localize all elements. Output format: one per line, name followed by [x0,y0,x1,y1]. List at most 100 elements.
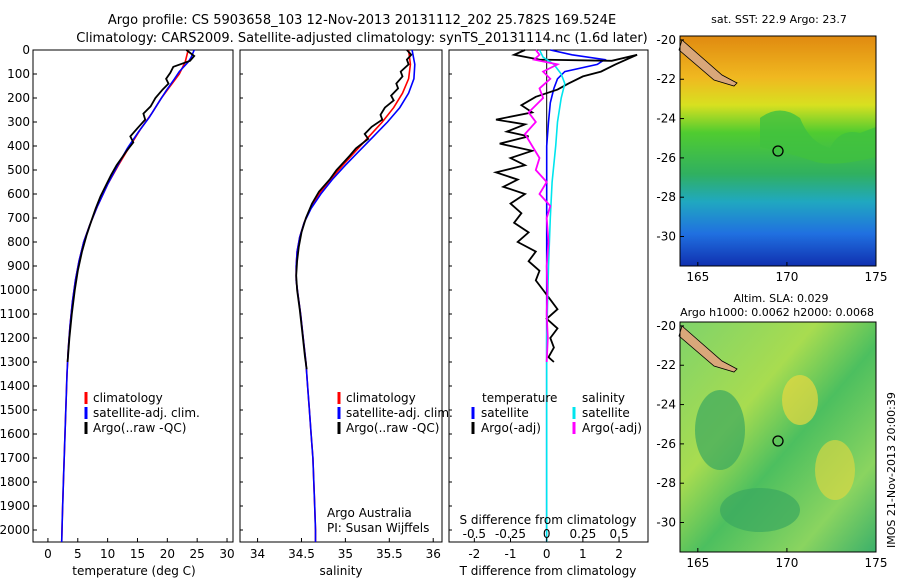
sst-argo-float-marker [772,145,784,157]
x-tick-label: 20 [160,547,175,561]
series-line-argo-raw-qc [66,49,196,363]
sla-map-axes: 165 170 175 -20 -22 -24 -26 -28 -30 [656,319,887,570]
temperature-panel: 0 5 10 15 20 25 300100200300400500600700800900… [0,43,235,578]
map-y-tick-label: -20 [656,33,676,47]
legend-climatology-label: climatology [346,391,416,405]
y-tick-label: 900 [7,259,30,273]
map-x-tick-label: 170 [775,556,798,570]
y-tick-label: 400 [7,139,30,153]
sla-high-anomaly [782,375,818,425]
s-tick-label: -0.25 [495,527,526,541]
sla-map-title-line1: Altim. SLA: 0.029 [733,292,828,305]
series-line-argo-raw-qc [295,49,413,370]
map-y-tick-label: -28 [656,476,676,490]
series-line-s-satellite [538,49,566,542]
salinity-axes: 34 34.5 35 35.5 36 [240,49,441,561]
x-tick-label: 34 [250,547,265,561]
temperature-xlabel: temperature (deg C) [72,564,195,578]
s-tick-label: 0 [543,527,551,541]
new-caledonia-island [678,39,738,87]
temperature-plot-area [60,49,196,543]
legend-s-argo-label: Argo(-adj) [582,421,642,435]
x-tick-label: 15 [130,547,145,561]
y-tick-label: 1800 [0,475,30,489]
series-line-satellite-adj-clim [60,49,195,543]
y-tick-label: 800 [7,235,30,249]
x-tick-label: 36 [426,547,441,561]
salinity-annotation-line1: Argo Australia [327,506,412,520]
sst-map-frame [679,35,877,267]
legend-t-satellite-label: satellite [481,406,529,420]
difference-xlabel: T difference from climatology [459,564,637,578]
x-tick-label: 25 [190,547,205,561]
s-tick-label: 0.5 [610,527,629,541]
series-line-climatology [60,49,189,543]
sla-map-title-line2: Argo h1000: 0.0062 h2000: 0.0068 [680,306,874,319]
imos-timestamp: IMOS 21-Nov-2013 20:00:39 [885,392,898,548]
y-tick-label: 1300 [0,355,30,369]
y-tick-label: 1900 [0,499,30,513]
s-tick-label: -0.5 [463,527,486,541]
y-tick-label: 1400 [0,379,30,393]
map-y-tick-label: -22 [656,358,676,372]
difference-panel: -2 -1 0 1 2 -0.5 -0.25 0 0.25 0.5 temperature sal… [448,49,649,578]
figure-title-line1: Argo profile: CS 5903658_103 12-Nov-2013… [108,13,616,28]
difference-top-xlabel: S difference from climatology [460,513,637,527]
temperature-axes: 0 5 10 15 20 25 300100200300400500600700800900… [0,43,235,561]
map-y-tick-label: -22 [656,72,676,86]
y-tick-label: 1500 [0,403,30,417]
salinity-xlabel: salinity [319,564,362,578]
new-caledonia-island [678,325,738,373]
y-tick-label: 1200 [0,331,30,345]
legend-t-argo-label: Argo(-adj) [481,421,541,435]
x-tick-label: 35 [338,547,353,561]
x-tick-label: 1 [579,547,587,561]
salinity-legend: climatology satellite-adj. clim. Argo(..… [337,391,453,435]
map-y-tick-label: -24 [656,398,676,412]
sla-high-anomaly [815,440,855,500]
s-tick-label: 0.25 [570,527,597,541]
figure-title-line2: Climatology: CARS2009. Satellite-adjuste… [76,31,648,46]
y-tick-label: 100 [7,67,30,81]
difference-axes: -2 -1 0 1 2 -0.5 -0.25 0 0.25 0.5 [449,49,629,561]
y-tick-label: 200 [7,91,30,105]
legend-argo-label: Argo(..raw -QC) [93,421,186,435]
sla-map: Altim. SLA: 0.029 Argo h1000: 0.0062 h20… [656,292,887,570]
sst-map-title: sat. SST: 22.9 Argo: 23.7 [711,13,847,26]
sla-argo-float-marker [772,435,784,447]
sla-map-frame [679,321,877,553]
x-tick-label: 10 [100,547,115,561]
difference-frame [448,49,649,543]
map-y-tick-label: -28 [656,190,676,204]
map-y-tick-label: -20 [656,319,676,333]
x-tick-label: -2 [468,547,480,561]
temperature-frame [32,49,234,543]
sst-map: sat. SST: 22.9 Argo: 23.7 [656,13,887,284]
salinity-plot-area [295,49,416,542]
x-tick-label: 35.5 [376,547,403,561]
salinity-frame [239,49,443,543]
difference-legend: temperature salinity satellite Argo(-adj… [471,391,642,435]
x-tick-label: 34.5 [288,547,315,561]
x-tick-label: 30 [219,547,234,561]
x-tick-label: 2 [615,547,623,561]
y-tick-label: 2000 [0,523,30,537]
series-line-satellite-adj-clim [295,49,416,542]
x-tick-label: 5 [74,547,82,561]
series-line-s-argo-adj [523,49,561,363]
y-tick-label: 1700 [0,451,30,465]
y-tick-label: 1100 [0,307,30,321]
salinity-panel: 34 34.5 35 35.5 36 climatology satellite-adj… [239,49,453,578]
y-tick-label: 500 [7,163,30,177]
sla-low-anomaly [695,390,745,470]
difference-plot-area [492,49,638,542]
legend-satellite-label: satellite-adj. clim. [93,406,200,420]
y-tick-label: 0 [22,43,30,57]
y-tick-label: 1000 [0,283,30,297]
map-x-tick-label: 165 [686,270,709,284]
map-y-tick-label: -30 [656,230,676,244]
x-tick-label: 0 [44,547,52,561]
series-line-t-argo-adj [492,49,638,363]
map-x-tick-label: 175 [865,270,888,284]
